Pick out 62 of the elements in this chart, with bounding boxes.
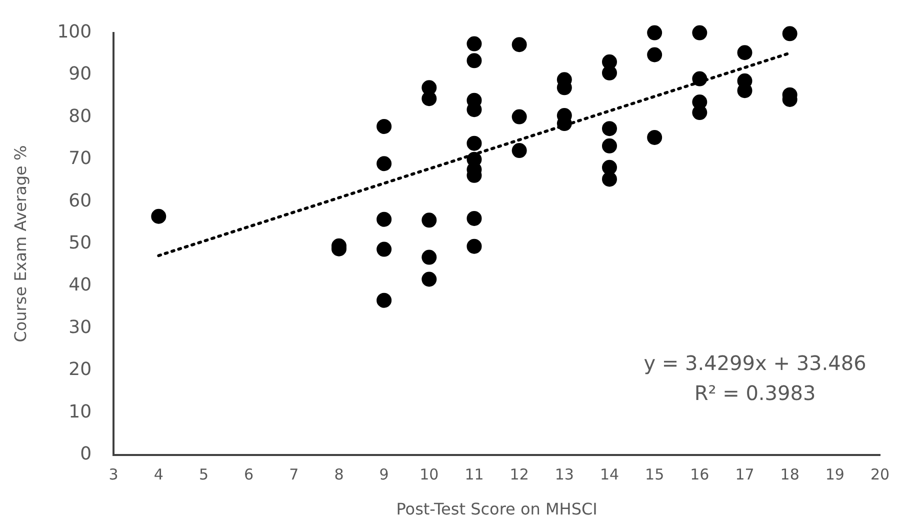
- y-tick-label: 90: [68, 64, 92, 85]
- point: [376, 292, 392, 308]
- x-tick-label: 13: [554, 466, 574, 484]
- x-tick-label: 6: [244, 466, 254, 484]
- point: [512, 37, 527, 52]
- point: [466, 238, 482, 254]
- x-tick-label: 10: [420, 466, 439, 484]
- point: [692, 105, 708, 120]
- x-axis-title: Post-Test Score on MHSCI: [396, 500, 598, 519]
- point: [602, 172, 617, 187]
- x-tick-label: 4: [154, 466, 164, 484]
- y-axis-title: Course Exam Average %: [10, 145, 30, 342]
- y-tick-label: 30: [68, 316, 92, 338]
- point: [376, 242, 392, 257]
- y-tick-label: 20: [68, 359, 92, 380]
- y-tick-label: 80: [68, 106, 92, 127]
- y-tick-label: 50: [68, 232, 92, 254]
- y-tick-label: 0: [80, 443, 92, 464]
- point: [466, 36, 482, 52]
- point: [151, 208, 166, 224]
- point: [737, 45, 752, 60]
- point: [692, 71, 708, 86]
- x-tick-label: 9: [379, 466, 389, 484]
- x-tick-label: 5: [198, 466, 208, 484]
- x-tick-label: 7: [289, 466, 299, 484]
- annotation: y = 3.4299x + 33.486: [644, 351, 866, 376]
- x-tick-label: 16: [690, 466, 710, 484]
- point: [647, 47, 662, 62]
- y-tick-label: 40: [68, 274, 92, 296]
- point: [466, 136, 482, 151]
- x-tick-label: 3: [108, 466, 118, 484]
- x-tick-label: 15: [645, 466, 664, 484]
- point: [422, 250, 437, 265]
- point: [466, 53, 482, 68]
- point: [692, 25, 708, 40]
- x-tick-label: 20: [870, 466, 890, 484]
- x-tick-label: 14: [600, 466, 620, 484]
- point: [602, 138, 617, 154]
- x-tick-label: 11: [464, 466, 484, 484]
- point: [602, 121, 617, 136]
- x-tick-label: 19: [825, 466, 844, 484]
- point: [376, 212, 392, 227]
- point: [422, 212, 437, 228]
- y-tick-label: 100: [57, 21, 92, 42]
- point: [422, 272, 437, 287]
- annotation: R² = 0.3983: [694, 381, 816, 406]
- point: [782, 26, 798, 42]
- point: [376, 118, 392, 134]
- x-tick-label: 18: [780, 466, 800, 484]
- point: [512, 143, 527, 158]
- x-tick-label: 17: [735, 466, 754, 484]
- x-tick-label: 8: [334, 466, 344, 484]
- point: [512, 109, 527, 124]
- x-tick-label: 12: [510, 466, 529, 484]
- y-tick-label: 70: [68, 148, 92, 170]
- point: [466, 210, 482, 226]
- point: [422, 91, 437, 106]
- point: [647, 25, 662, 40]
- point: [647, 130, 662, 145]
- y-tick-label: 10: [68, 401, 92, 422]
- y-tick-label: 60: [68, 190, 92, 212]
- point: [376, 156, 392, 172]
